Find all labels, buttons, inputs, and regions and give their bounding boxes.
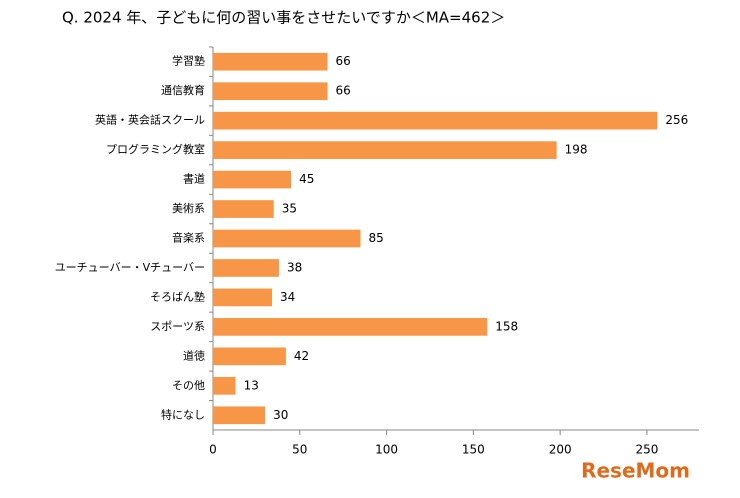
value-label: 45 xyxy=(299,172,314,186)
x-tick-label: 100 xyxy=(375,443,398,457)
bar xyxy=(213,111,658,130)
y-tick-label: その他 xyxy=(172,379,205,392)
y-tick-label: 書道 xyxy=(183,172,205,186)
y-tick-label: スポーツ系 xyxy=(150,320,205,333)
value-label: 85 xyxy=(369,231,384,245)
bar xyxy=(213,82,328,101)
x-tick-label: 50 xyxy=(292,443,307,457)
value-label: 34 xyxy=(280,290,295,304)
bar xyxy=(213,376,236,395)
value-label: 198 xyxy=(565,143,588,157)
bar xyxy=(213,141,557,159)
y-tick-label: 通信教育 xyxy=(161,83,205,97)
y-tick-label: 美術系 xyxy=(172,202,205,215)
value-label: 38 xyxy=(287,260,302,274)
x-tick-label: 0 xyxy=(209,443,217,457)
bar xyxy=(213,52,328,71)
value-label: 30 xyxy=(273,408,288,422)
bar xyxy=(213,200,274,218)
x-tick-label: 250 xyxy=(635,443,658,457)
y-tick-label: 道徳 xyxy=(183,348,205,362)
value-label: 35 xyxy=(282,202,297,216)
value-label: 256 xyxy=(665,113,688,127)
y-tick-label: 学習塾 xyxy=(172,54,205,68)
value-label: 158 xyxy=(495,319,518,333)
bar xyxy=(213,288,273,307)
y-tick-label: 音楽系 xyxy=(172,231,205,245)
y-tick-label: ユーチューバー・Vチューバー xyxy=(55,261,205,274)
x-tick-label: 150 xyxy=(462,443,485,457)
x-tick-label: 200 xyxy=(549,443,572,457)
bar xyxy=(213,406,266,425)
watermark: ReseMom xyxy=(581,459,690,483)
bar xyxy=(213,318,488,336)
bar xyxy=(213,170,292,189)
value-label: 66 xyxy=(336,54,351,68)
value-label: 42 xyxy=(294,349,309,363)
bar xyxy=(213,229,361,248)
y-tick-label: 英語・英会話スクール xyxy=(95,113,205,127)
y-tick-label: そろばん塾 xyxy=(150,289,205,303)
value-label: 66 xyxy=(336,84,351,98)
bar xyxy=(213,347,286,366)
value-label: 13 xyxy=(244,378,259,392)
bar xyxy=(213,259,279,277)
chart-title: Q. 2024 年、子どもに何の習い事をさせたいですか＜MA=462＞ xyxy=(62,9,505,27)
y-tick-label: プログラミング教室 xyxy=(106,142,205,156)
y-tick-label: 特になし xyxy=(161,407,205,421)
